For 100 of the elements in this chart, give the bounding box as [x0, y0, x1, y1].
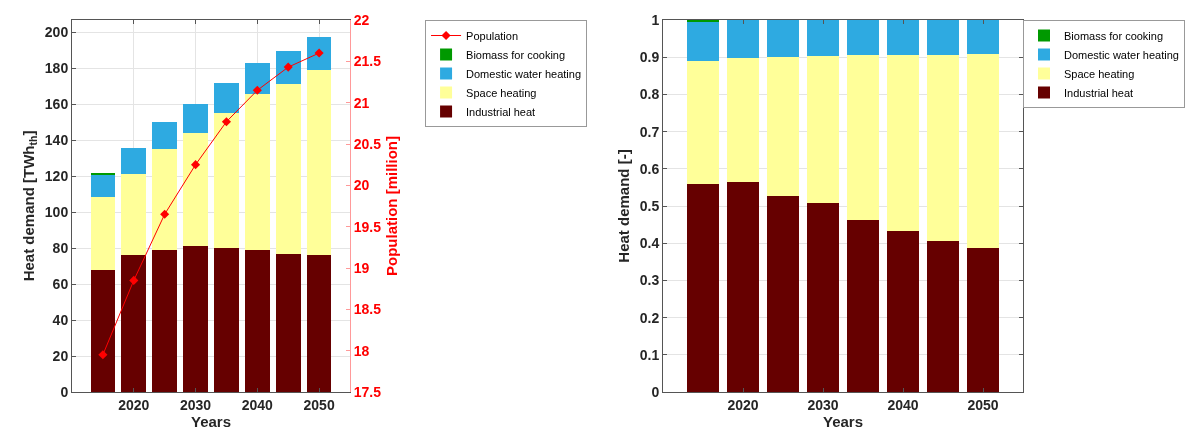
y2-tick-label: 20.5	[353, 135, 382, 152]
x-tick-label: 2050	[967, 396, 999, 413]
bar	[306, 70, 332, 256]
bar	[214, 82, 239, 113]
bar	[152, 122, 178, 150]
point	[129, 275, 139, 285]
legend-label: Biomass for cooking	[1064, 29, 1164, 42]
y-tick-label: 60	[52, 276, 69, 293]
y2-tick-label: 19	[353, 259, 370, 276]
y2-axis-title: Population [million]	[383, 136, 401, 276]
bar	[887, 231, 919, 392]
point	[221, 117, 231, 127]
y2-tick-label: 20	[353, 177, 370, 194]
bar	[275, 83, 301, 254]
bar	[927, 240, 959, 392]
bar	[807, 20, 839, 57]
y-tick-label: 0.6	[639, 160, 660, 177]
x-tick-label: 2020	[727, 396, 759, 413]
bar	[275, 51, 301, 84]
bar	[847, 20, 879, 56]
legend-label: Biomass for cooking	[466, 48, 566, 61]
y2-tick-label: 18.5	[353, 301, 382, 318]
bar	[727, 20, 759, 59]
bar	[121, 254, 147, 392]
bar	[244, 63, 270, 94]
bar	[847, 219, 879, 392]
x-tick-label: 2050	[303, 396, 335, 413]
bar	[767, 195, 799, 392]
x-axis-title: Years	[190, 412, 232, 430]
bar	[214, 248, 239, 392]
y2-tick-label: 22	[353, 11, 370, 28]
bar	[90, 197, 116, 270]
legend-label: Space heating	[1064, 67, 1135, 80]
x-tick-label: 2020	[118, 396, 150, 413]
x-tick-label: 2030	[179, 396, 212, 413]
bar	[967, 54, 999, 249]
y-tick-label: 80	[52, 240, 69, 257]
bar	[807, 56, 839, 204]
y2-tick-label: 21	[353, 94, 370, 111]
point	[160, 209, 170, 219]
y-tick-label: 160	[44, 96, 69, 113]
y-tick-label: 0.2	[639, 309, 660, 326]
x-tick-label: 2040	[241, 396, 274, 413]
y-tick-label: 20	[52, 347, 69, 364]
bar	[183, 246, 208, 392]
y-tick-label: 0.9	[639, 49, 660, 66]
y2-tick-label: 18	[353, 342, 370, 359]
bar	[767, 56, 799, 196]
y-tick-label: 120	[44, 168, 69, 185]
bar	[275, 253, 301, 392]
y-tick-label: 0.7	[639, 123, 660, 140]
bar	[183, 104, 208, 134]
legend-label: Domestic water heating	[1064, 48, 1179, 61]
x-axis-title: Years	[822, 412, 864, 430]
bar	[152, 250, 178, 392]
y-tick-label: 0	[60, 383, 69, 400]
point	[191, 160, 201, 170]
bar	[927, 20, 959, 55]
bar	[967, 20, 999, 55]
y-tick-label: 0.5	[639, 197, 660, 214]
y-tick-label: 0.4	[639, 235, 660, 252]
y-tick-label: 0	[651, 383, 660, 400]
bar	[887, 20, 919, 55]
bar	[90, 174, 116, 198]
y-tick-label: 140	[44, 132, 69, 149]
point	[252, 85, 262, 95]
bar	[121, 173, 147, 255]
bar	[306, 255, 332, 392]
y-tick-label: 1	[651, 11, 660, 28]
bar	[244, 93, 270, 251]
y-tick-label: 0.1	[639, 346, 660, 363]
bar	[152, 149, 178, 251]
legend-label: Domestic water heating	[466, 67, 582, 80]
x-tick-label: 2040	[887, 396, 919, 413]
legend-label: Space heating	[466, 86, 537, 99]
legend-label: Industrial heat	[1064, 86, 1134, 99]
legend-label: Industrial heat	[466, 105, 536, 118]
bar	[687, 21, 719, 61]
legend-label: Population	[466, 29, 519, 42]
y-tick-label: 180	[44, 60, 69, 77]
y-tick-label: 200	[44, 24, 69, 41]
y2-tick-label: 19.5	[353, 218, 382, 235]
point	[98, 350, 108, 360]
bar	[121, 148, 147, 174]
y-tick-label: 0.8	[639, 86, 660, 103]
y-tick-label: 40	[52, 312, 69, 329]
bar	[807, 203, 839, 392]
bar	[183, 133, 208, 247]
y-tick-label: 100	[44, 204, 69, 221]
x-tick-label: 2030	[807, 396, 839, 413]
y2-tick-label: 21.5	[353, 53, 382, 70]
bar	[967, 248, 999, 392]
y-tick-label: 0.3	[639, 272, 660, 289]
bar	[727, 58, 759, 182]
bar	[90, 269, 116, 392]
bar	[927, 54, 959, 241]
y-axis-title: Heat demand [-]	[614, 149, 632, 263]
bar	[214, 112, 239, 249]
bar	[687, 60, 719, 184]
y2-tick-label: 17.5	[353, 383, 382, 400]
